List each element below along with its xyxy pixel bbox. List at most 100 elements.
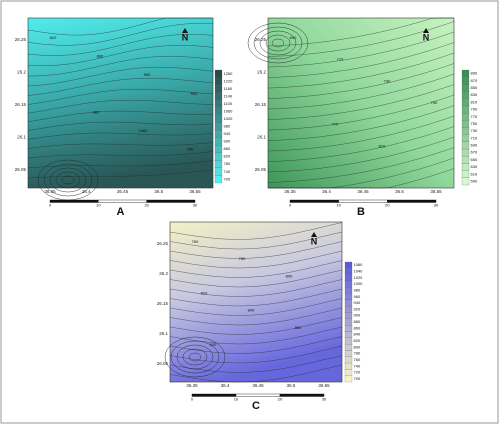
scale-label: 10 <box>234 397 239 402</box>
colorbar-label: 940 <box>354 300 361 305</box>
x-tick-label: 36.4 <box>221 383 230 388</box>
contour-line <box>27 169 214 179</box>
x-tick-label: 36.4 <box>322 189 331 194</box>
colorbar-swatch <box>214 69 223 78</box>
colorbar-label: 590 <box>471 178 478 183</box>
y-tick-label: 26.15 <box>15 102 27 107</box>
colorbar-label: 1260 <box>224 71 234 76</box>
contour-line <box>267 126 455 162</box>
contour-label: 940 <box>191 91 198 96</box>
colorbar-swatch <box>344 299 353 307</box>
colorbar-label: 980 <box>224 124 231 129</box>
colorbar-swatch <box>461 134 470 142</box>
colorbar-swatch <box>214 160 223 169</box>
colorbar-label: 790 <box>471 107 478 112</box>
north-label: N <box>311 236 318 246</box>
contour-line <box>169 336 343 354</box>
scale-segment <box>235 393 281 397</box>
scale-segment <box>191 393 237 397</box>
colorbar-swatch <box>214 145 223 153</box>
y-tick-label: 26.25 <box>255 37 267 42</box>
contour-label: 800 <box>286 273 293 278</box>
contour-line <box>169 288 343 307</box>
contour-line <box>27 132 214 140</box>
scale-segment <box>338 199 388 203</box>
contour-line <box>169 250 343 269</box>
colorbar-label: 700 <box>354 376 361 381</box>
x-tick-label: 36.4 <box>82 189 91 194</box>
contour-line <box>169 307 343 326</box>
colorbar-swatch <box>344 369 353 376</box>
scale-label: 0 <box>49 203 52 208</box>
y-tick-label: 26.1 <box>159 331 168 336</box>
scale-segment <box>49 199 99 203</box>
contour-line <box>27 23 214 46</box>
scale-label: 0 <box>289 203 292 208</box>
contour-line <box>267 136 455 173</box>
colorbar-label: 900 <box>354 313 361 318</box>
contour-line <box>27 77 214 96</box>
colorbar-swatch <box>214 122 223 131</box>
contour-line <box>267 147 455 183</box>
x-tick-label: 36.5 <box>154 189 163 194</box>
scale-segment <box>98 199 147 203</box>
contour-line <box>27 99 213 114</box>
contour-line <box>169 279 343 297</box>
contour-label: 820 <box>201 290 208 295</box>
colorbar-swatch <box>461 156 470 164</box>
contour-line <box>27 88 214 105</box>
contour-line <box>267 115 455 152</box>
scale-label: 20 <box>385 203 390 208</box>
colorbar-swatch <box>214 175 223 184</box>
contour-line <box>27 66 214 87</box>
colorbar-swatch <box>461 77 470 85</box>
colorbar-swatch <box>344 261 353 269</box>
y-tick-label: 26.2 <box>17 70 26 75</box>
contour-line <box>169 317 343 335</box>
x-tick-label: 36.35 <box>186 383 198 388</box>
contour-ring <box>43 163 93 197</box>
colorbar-swatch <box>344 337 353 345</box>
x-tick-label: 36.55 <box>430 189 442 194</box>
contour-line <box>267 105 455 141</box>
north-arrow <box>182 28 188 33</box>
contour-line <box>169 269 343 288</box>
colorbar-swatch <box>344 293 353 300</box>
colorbar-swatch <box>461 163 470 171</box>
scale-label: 30 <box>434 203 439 208</box>
colorbar-swatch <box>214 115 223 123</box>
scale-label: 10 <box>336 203 341 208</box>
contour-line <box>169 241 343 259</box>
scale-segment <box>146 199 196 203</box>
contour-line <box>267 52 455 89</box>
x-tick-label: 36.35 <box>44 189 56 194</box>
colorbar-swatch <box>214 77 223 86</box>
colorbar-label: 830 <box>471 92 478 97</box>
contour-ring <box>188 352 202 362</box>
colorbar-label: 730 <box>471 128 478 133</box>
scale-segment <box>387 199 437 203</box>
contour-label: 860 <box>97 54 104 59</box>
colorbar-swatch <box>344 375 353 383</box>
contour-ring <box>55 171 81 189</box>
colorbar-label: 1180 <box>224 86 233 91</box>
contour-line <box>27 151 214 159</box>
colorbar-swatch <box>214 130 223 138</box>
contour-line <box>169 260 343 278</box>
contour-line <box>27 160 214 169</box>
north-label: N <box>423 32 430 42</box>
contour-line <box>27 17 213 36</box>
contour-line <box>169 355 343 373</box>
contour-ring <box>271 38 285 48</box>
north-arrow <box>423 28 429 33</box>
contour-line <box>169 231 343 250</box>
colorbar-swatch <box>461 127 470 135</box>
contour-label: 750 <box>431 100 438 105</box>
x-tick-label: 36.45 <box>252 383 264 388</box>
x-tick-label: 36.55 <box>318 383 330 388</box>
contour-ring <box>61 175 75 185</box>
colorbar-label: 650 <box>471 157 478 162</box>
contour-label: 840 <box>248 308 255 313</box>
colorbar-swatch <box>461 120 470 128</box>
